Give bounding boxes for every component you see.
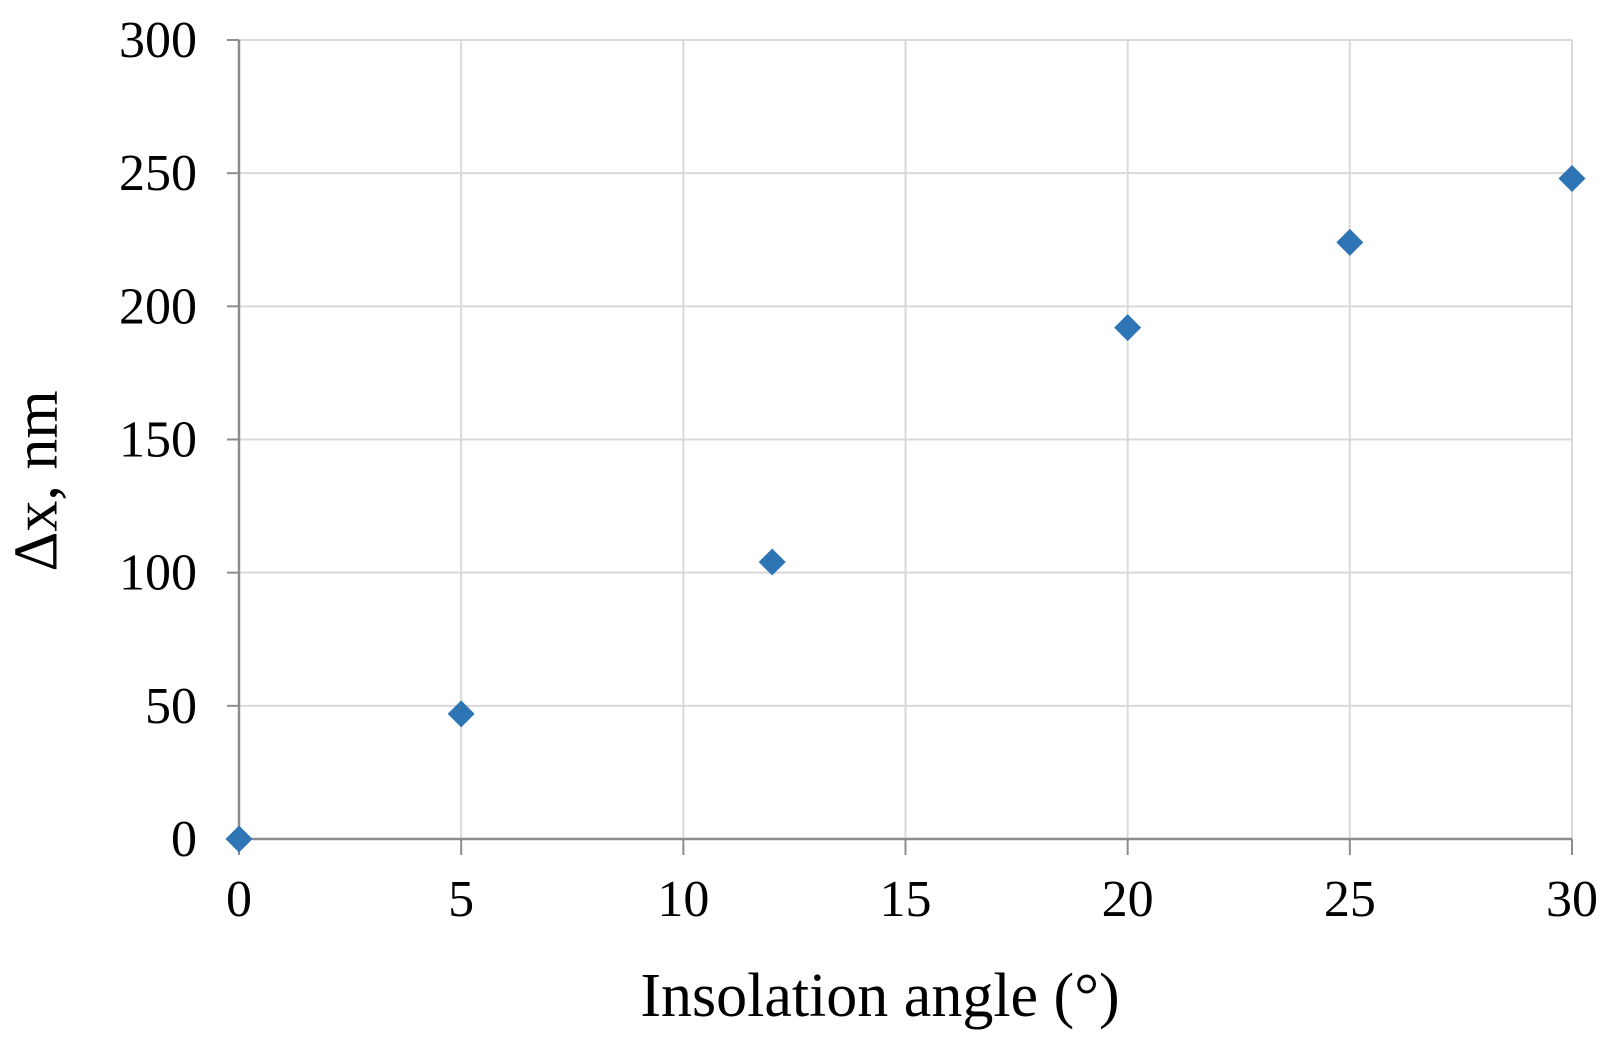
data-point-marker — [225, 825, 253, 853]
y-tick-label: 250 — [119, 145, 197, 202]
gridlines — [239, 39, 1573, 839]
axes — [227, 39, 1573, 855]
x-tick-label: 5 — [448, 871, 474, 928]
x-tick-label: 25 — [1324, 871, 1376, 928]
data-point-marker — [1558, 164, 1586, 192]
tick-labels: 0 50 100 150 200 250 300 0 5 10 15 20 25 30 — [119, 12, 1598, 928]
y-tick-label: 100 — [119, 545, 197, 602]
data-point-marker — [447, 700, 475, 728]
x-tick-label: 20 — [1102, 871, 1154, 928]
data-point-marker — [1114, 314, 1142, 342]
y-tick-label: 300 — [119, 12, 197, 69]
x-axis-title: Insolation angle (°) — [640, 962, 1119, 1030]
x-tick-label: 30 — [1546, 871, 1598, 928]
y-axis-title: Δx, nm — [3, 390, 71, 571]
y-tick-label: 50 — [145, 678, 197, 735]
x-tick-label: 15 — [880, 871, 932, 928]
x-tick-label: 0 — [226, 871, 252, 928]
data-point-marker — [1336, 228, 1364, 256]
y-tick-label: 0 — [171, 811, 197, 868]
y-tick-label: 200 — [119, 278, 197, 335]
y-tick-label: 150 — [119, 412, 197, 469]
data-point-marker — [758, 548, 786, 576]
x-tick-label: 10 — [657, 871, 709, 928]
data-points — [225, 164, 1586, 853]
